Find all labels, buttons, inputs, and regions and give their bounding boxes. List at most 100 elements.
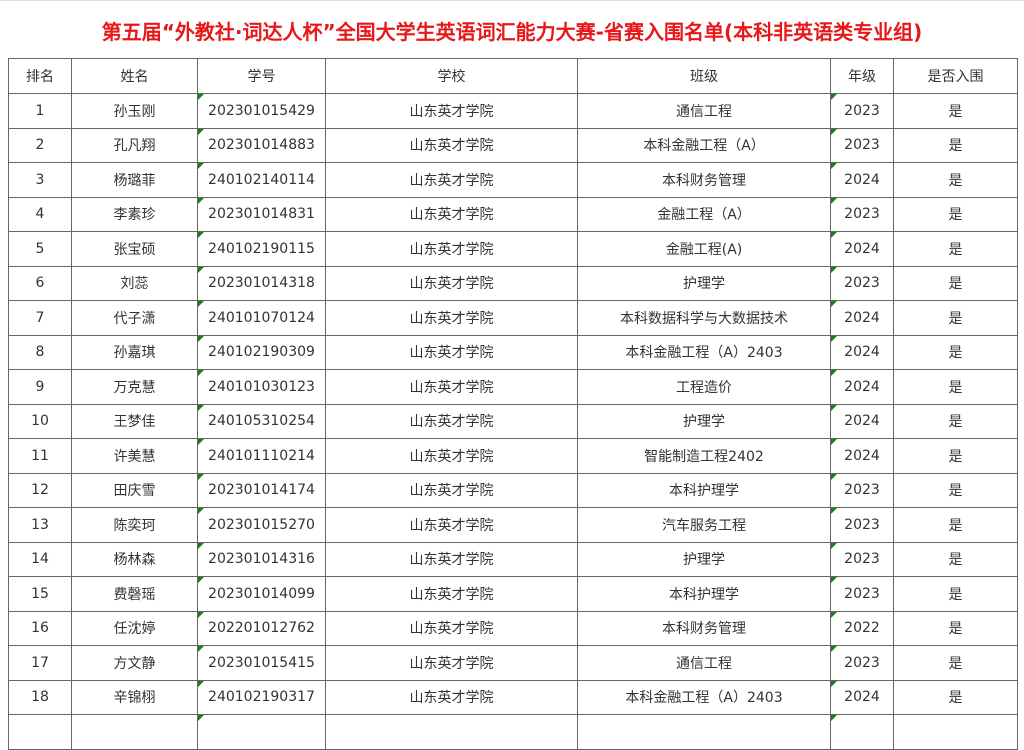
cell-shortlisted[interactable]: 是 (893, 438, 1018, 474)
cell-name[interactable]: 杨林森 (71, 541, 198, 577)
cell-empty[interactable] (325, 714, 578, 750)
cell-grade[interactable]: 2024 (830, 679, 894, 715)
cell-school[interactable]: 山东英才学院 (325, 369, 578, 405)
cell-rank[interactable]: 16 (8, 610, 72, 646)
cell-student-id[interactable]: 202301015270 (197, 507, 326, 543)
cell-empty[interactable] (71, 714, 198, 750)
cell-grade[interactable]: 2023 (830, 645, 894, 681)
cell-school[interactable]: 山东英才学院 (325, 334, 578, 370)
cell-school[interactable]: 山东英才学院 (325, 576, 578, 612)
cell-student-id[interactable]: 202201012762 (197, 610, 326, 646)
cell-shortlisted[interactable]: 是 (893, 162, 1018, 198)
header-name[interactable]: 姓名 (71, 58, 198, 94)
cell-shortlisted[interactable]: 是 (893, 265, 1018, 301)
cell-shortlisted[interactable]: 是 (893, 231, 1018, 267)
cell-rank[interactable]: 3 (8, 162, 72, 198)
cell-rank[interactable]: 2 (8, 127, 72, 163)
cell-name[interactable]: 田庆雪 (71, 472, 198, 508)
cell-name[interactable]: 陈奕珂 (71, 507, 198, 543)
cell-name[interactable]: 孔凡翔 (71, 127, 198, 163)
cell-name[interactable]: 孙嘉琪 (71, 334, 198, 370)
cell-student-id[interactable]: 240102140114 (197, 162, 326, 198)
cell-school[interactable]: 山东英才学院 (325, 93, 578, 129)
cell-name[interactable]: 刘蕊 (71, 265, 198, 301)
cell-class[interactable]: 智能制造工程2402 (577, 438, 831, 474)
cell-shortlisted[interactable]: 是 (893, 369, 1018, 405)
cell-school[interactable]: 山东英才学院 (325, 679, 578, 715)
cell-school[interactable]: 山东英才学院 (325, 645, 578, 681)
cell-shortlisted[interactable]: 是 (893, 300, 1018, 336)
cell-school[interactable]: 山东英才学院 (325, 438, 578, 474)
header-rank[interactable]: 排名 (8, 58, 72, 94)
cell-student-id[interactable]: 202301014316 (197, 541, 326, 577)
cell-shortlisted[interactable]: 是 (893, 576, 1018, 612)
cell-shortlisted[interactable]: 是 (893, 196, 1018, 232)
cell-rank[interactable]: 13 (8, 507, 72, 543)
cell-grade[interactable]: 2024 (830, 403, 894, 439)
cell-school[interactable]: 山东英才学院 (325, 196, 578, 232)
cell-rank[interactable]: 17 (8, 645, 72, 681)
cell-class[interactable]: 护理学 (577, 403, 831, 439)
cell-empty[interactable] (197, 714, 326, 750)
cell-school[interactable]: 山东英才学院 (325, 162, 578, 198)
header-student-id[interactable]: 学号 (197, 58, 326, 94)
cell-student-id[interactable]: 240105310254 (197, 403, 326, 439)
cell-rank[interactable]: 14 (8, 541, 72, 577)
cell-grade[interactable]: 2023 (830, 472, 894, 508)
cell-name[interactable]: 张宝硕 (71, 231, 198, 267)
cell-name[interactable]: 辛锦栩 (71, 679, 198, 715)
cell-student-id[interactable]: 240102190115 (197, 231, 326, 267)
cell-grade[interactable]: 2023 (830, 93, 894, 129)
cell-grade[interactable]: 2024 (830, 438, 894, 474)
cell-class[interactable]: 通信工程 (577, 645, 831, 681)
cell-empty[interactable] (830, 714, 894, 750)
cell-school[interactable]: 山东英才学院 (325, 541, 578, 577)
cell-student-id[interactable]: 202301014318 (197, 265, 326, 301)
header-school[interactable]: 学校 (325, 58, 578, 94)
cell-class[interactable]: 金融工程(A) (577, 231, 831, 267)
cell-student-id[interactable]: 240102190317 (197, 679, 326, 715)
cell-student-id[interactable]: 202301014099 (197, 576, 326, 612)
cell-name[interactable]: 任沈婷 (71, 610, 198, 646)
cell-rank[interactable]: 12 (8, 472, 72, 508)
cell-school[interactable]: 山东英才学院 (325, 507, 578, 543)
cell-name[interactable]: 王梦佳 (71, 403, 198, 439)
cell-grade[interactable]: 2024 (830, 369, 894, 405)
cell-student-id[interactable]: 240102190309 (197, 334, 326, 370)
cell-name[interactable]: 费磬瑶 (71, 576, 198, 612)
cell-rank[interactable]: 1 (8, 93, 72, 129)
cell-shortlisted[interactable]: 是 (893, 507, 1018, 543)
cell-rank[interactable]: 18 (8, 679, 72, 715)
header-class[interactable]: 班级 (577, 58, 831, 94)
cell-rank[interactable]: 10 (8, 403, 72, 439)
cell-empty[interactable] (893, 714, 1018, 750)
cell-student-id[interactable]: 202301015415 (197, 645, 326, 681)
cell-shortlisted[interactable]: 是 (893, 93, 1018, 129)
cell-grade[interactable]: 2024 (830, 162, 894, 198)
cell-class[interactable]: 本科护理学 (577, 576, 831, 612)
cell-school[interactable]: 山东英才学院 (325, 403, 578, 439)
cell-rank[interactable]: 4 (8, 196, 72, 232)
cell-grade[interactable]: 2023 (830, 576, 894, 612)
cell-shortlisted[interactable]: 是 (893, 472, 1018, 508)
cell-student-id[interactable]: 202301015429 (197, 93, 326, 129)
cell-class[interactable]: 金融工程（A） (577, 196, 831, 232)
cell-school[interactable]: 山东英才学院 (325, 127, 578, 163)
cell-rank[interactable]: 5 (8, 231, 72, 267)
cell-shortlisted[interactable]: 是 (893, 541, 1018, 577)
cell-class[interactable]: 本科数据科学与大数据技术 (577, 300, 831, 336)
cell-grade[interactable]: 2023 (830, 127, 894, 163)
cell-rank[interactable]: 8 (8, 334, 72, 370)
cell-grade[interactable]: 2023 (830, 541, 894, 577)
cell-class[interactable]: 本科金融工程（A）2403 (577, 679, 831, 715)
cell-rank[interactable]: 15 (8, 576, 72, 612)
cell-empty[interactable] (8, 714, 72, 750)
cell-name[interactable]: 孙玉刚 (71, 93, 198, 129)
cell-shortlisted[interactable]: 是 (893, 610, 1018, 646)
cell-grade[interactable]: 2022 (830, 610, 894, 646)
cell-class[interactable]: 本科护理学 (577, 472, 831, 508)
cell-student-id[interactable]: 202301014883 (197, 127, 326, 163)
cell-school[interactable]: 山东英才学院 (325, 472, 578, 508)
cell-class[interactable]: 通信工程 (577, 93, 831, 129)
cell-rank[interactable]: 6 (8, 265, 72, 301)
